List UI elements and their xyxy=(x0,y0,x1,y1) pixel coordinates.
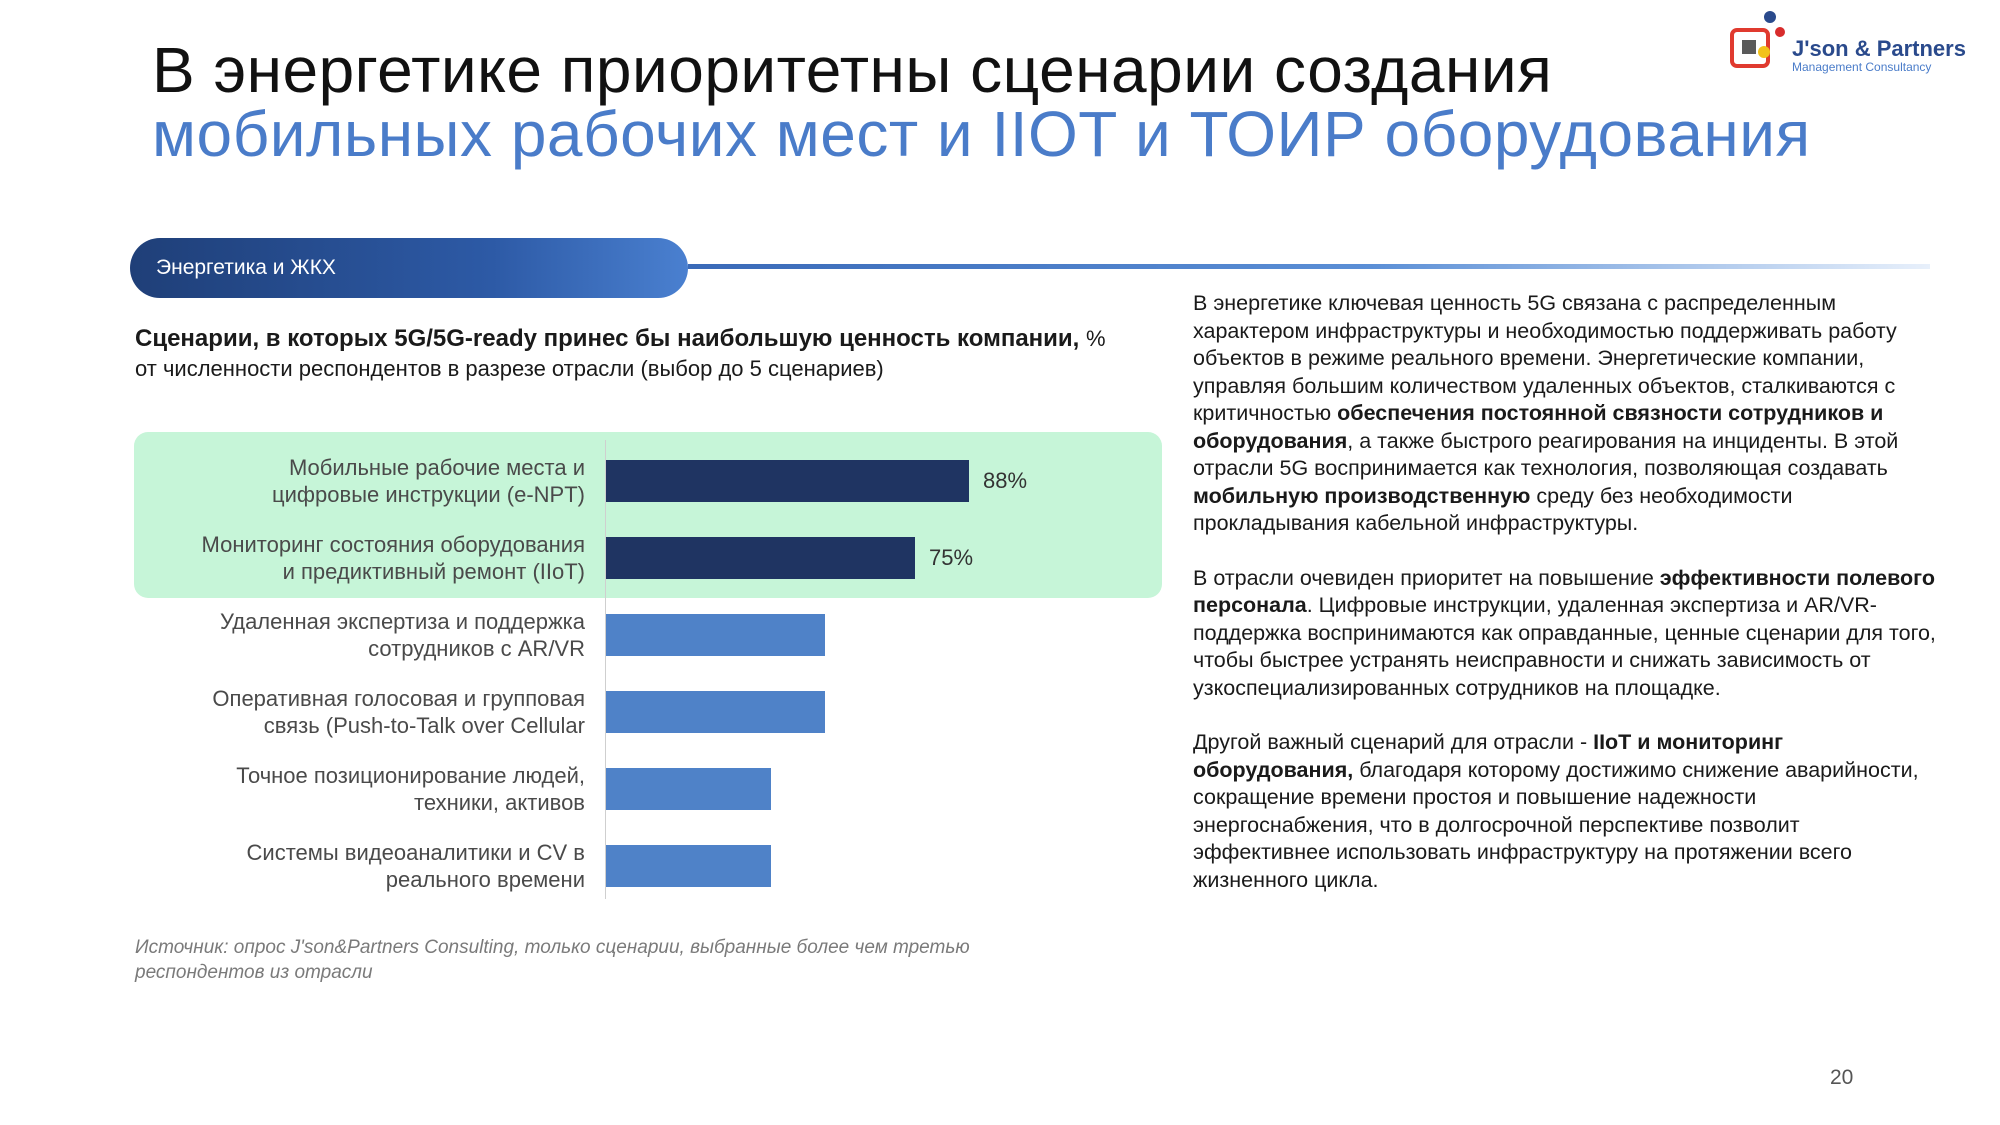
commentary-run: . Цифровые инструкции, удаленная эксперт… xyxy=(1193,593,1936,700)
category-label-line: техники, активов xyxy=(414,790,585,815)
commentary-emphasis: мобильную производственную xyxy=(1193,483,1531,508)
category-label: Оперативная голосовая и групповая связь (… xyxy=(135,685,585,739)
category-label-line: цифровые инструкции (e-NPT) xyxy=(272,482,585,507)
category-label: Мобильные рабочие места и цифровые инстру… xyxy=(135,454,585,508)
category-label-line: связь (Push-to-Talk over Cellular xyxy=(263,713,585,738)
bar-value-label: 88% xyxy=(983,468,1028,493)
commentary-emphasis: IIoT и мониторинг оборудования, xyxy=(1193,730,1784,782)
commentary-run: среду без необходимости прокладывания ка… xyxy=(1193,483,1793,536)
category-label: Точное позиционирование людей, техники, а… xyxy=(135,762,585,816)
category-label-line: реального времени xyxy=(385,867,585,892)
bar xyxy=(606,614,825,656)
logo-name: J'son & Partners xyxy=(1792,36,1966,61)
category-label-line: Оперативная голосовая и групповая xyxy=(212,686,585,711)
section-label: Энергетика и ЖКХ xyxy=(130,238,688,298)
category-label-line: Системы видеоаналитики и CV в xyxy=(246,840,585,865)
commentary-run: , а также быстрого реагирования на инцид… xyxy=(1193,428,1899,481)
commentary-emphasis: обеспечения постоянной связности сотрудн… xyxy=(1193,401,1884,453)
logo-mark-icon xyxy=(1730,11,1785,68)
company-logo: J'son & Partners Management Consultancy xyxy=(1728,10,1996,76)
category-label-line: Мониторинг состояния оборудования xyxy=(201,532,585,557)
commentary-run: В отрасли очевиден приоритет на повышени… xyxy=(1193,565,1660,590)
chart-heading-note: % от численности респондентов в разрезе … xyxy=(135,326,1106,381)
commentary-paragraph: Другой важный сценарий для отрасли - IIo… xyxy=(1193,729,1938,894)
category-label-line: Удаленная экспертиза и поддержка xyxy=(219,609,585,634)
bar xyxy=(606,768,771,810)
bar xyxy=(606,691,825,733)
chart-axis xyxy=(605,440,606,899)
commentary-run: В энергетике ключевая ценность 5G связан… xyxy=(1193,291,1897,425)
chart-heading: Сценарии, в которых 5G/5G-ready принес б… xyxy=(135,324,1115,384)
bar xyxy=(606,845,771,887)
chart-heading-bold: Сценарии, в которых 5G/5G-ready принес б… xyxy=(135,325,1080,352)
commentary-text: В энергетике ключевая ценность 5G связан… xyxy=(1193,290,1938,921)
category-label-line: Мобильные рабочие места и xyxy=(288,455,585,480)
category-label: Мониторинг состояния оборудования и преди… xyxy=(135,531,585,585)
slide-title: В энергетике приоритетны сценарии создан… xyxy=(152,38,1811,166)
commentary-emphasis: эффективности полевого персонала xyxy=(1193,565,1935,618)
title-line-2: мобильных рабочих мест и IIOT и ТОИР обо… xyxy=(152,98,1811,170)
category-label-line: Точное позиционирование людей, xyxy=(236,763,585,788)
title-line-1: В энергетике приоритетны сценарии создан… xyxy=(152,34,1553,106)
commentary-run: Другой важный сценарий для отрасли - xyxy=(1193,730,1594,754)
bar xyxy=(606,460,969,502)
commentary-run: благодаря которому достижимо снижение ав… xyxy=(1193,757,1919,892)
bar-value-label: 75% xyxy=(929,545,974,570)
section-divider xyxy=(688,264,1930,269)
category-label-line: сотрудников с AR/VR xyxy=(368,636,585,661)
page-number: 20 xyxy=(1830,1066,1854,1089)
category-label-line: и предиктивный ремонт (IIoT) xyxy=(282,559,585,584)
category-label: Системы видеоаналитики и CV в реального в… xyxy=(135,839,585,893)
category-label: Удаленная экспертиза и поддержка сотрудни… xyxy=(135,608,585,662)
logo-subtitle: Management Consultancy xyxy=(1792,60,1932,74)
source-note: Источник: опрос J'son&Partners Consultin… xyxy=(135,937,970,983)
commentary-paragraph: В отрасли очевиден приоритет на повышени… xyxy=(1193,565,1938,703)
commentary-paragraph: В энергетике ключевая ценность 5G связан… xyxy=(1193,290,1938,538)
bar xyxy=(606,537,915,579)
